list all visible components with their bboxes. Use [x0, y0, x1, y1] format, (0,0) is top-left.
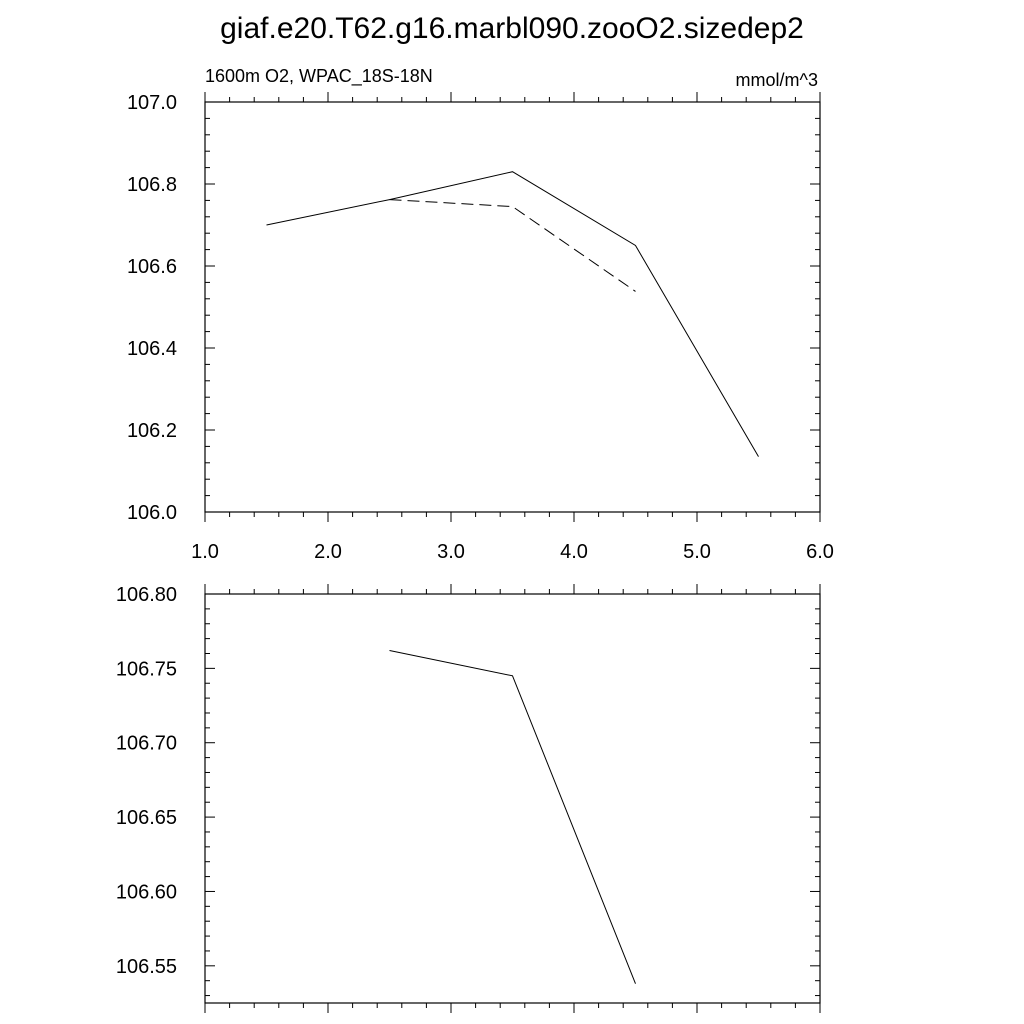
top-panel: 106.0 106.2 106.4 106.6 106.8 107.0 1.0 2.0 3.0 4…	[127, 66, 834, 563]
y-tick-label: 106.70	[116, 733, 177, 755]
x-tick-label: 6.0	[806, 541, 834, 563]
x-tick-label: 2.0	[314, 541, 342, 563]
chart-title: giaf.e20.T62.g16.marbl090.zooO2.sizedep2	[220, 12, 804, 45]
units-label: mmol/m^3	[736, 70, 818, 90]
y-tick-label: 106.6	[127, 256, 177, 278]
y-tick-label: 106.75	[116, 658, 177, 680]
y-tick-label: 106.55	[116, 956, 177, 978]
y-tick-label: 106.80	[116, 584, 177, 606]
series-line-2	[389, 199, 636, 292]
plot-frame	[204, 593, 821, 1004]
x-tick-label: 3.0	[437, 541, 465, 563]
y-tick-label: 106.0	[127, 502, 177, 524]
left-subtitle: 1600m O2, WPAC_18S-18N	[205, 66, 433, 87]
y-tick-label: 106.8	[127, 174, 177, 196]
x-tick-label: 1.0	[191, 541, 219, 563]
series-line-1	[389, 650, 636, 984]
series-line-1	[266, 171, 759, 457]
plot-frame	[204, 101, 821, 513]
y-tick-label: 106.4	[127, 338, 177, 360]
y-tick-label: 106.2	[127, 420, 177, 442]
x-tick-label: 5.0	[683, 541, 711, 563]
bottom-panel: 106.55 106.60 106.65 106.70 106.75 106.80	[116, 584, 821, 1013]
y-tick-label: 106.60	[116, 881, 177, 903]
y-tick-label: 106.65	[116, 807, 177, 829]
x-tick-label: 4.0	[560, 541, 588, 563]
y-tick-label: 107.0	[127, 92, 177, 114]
